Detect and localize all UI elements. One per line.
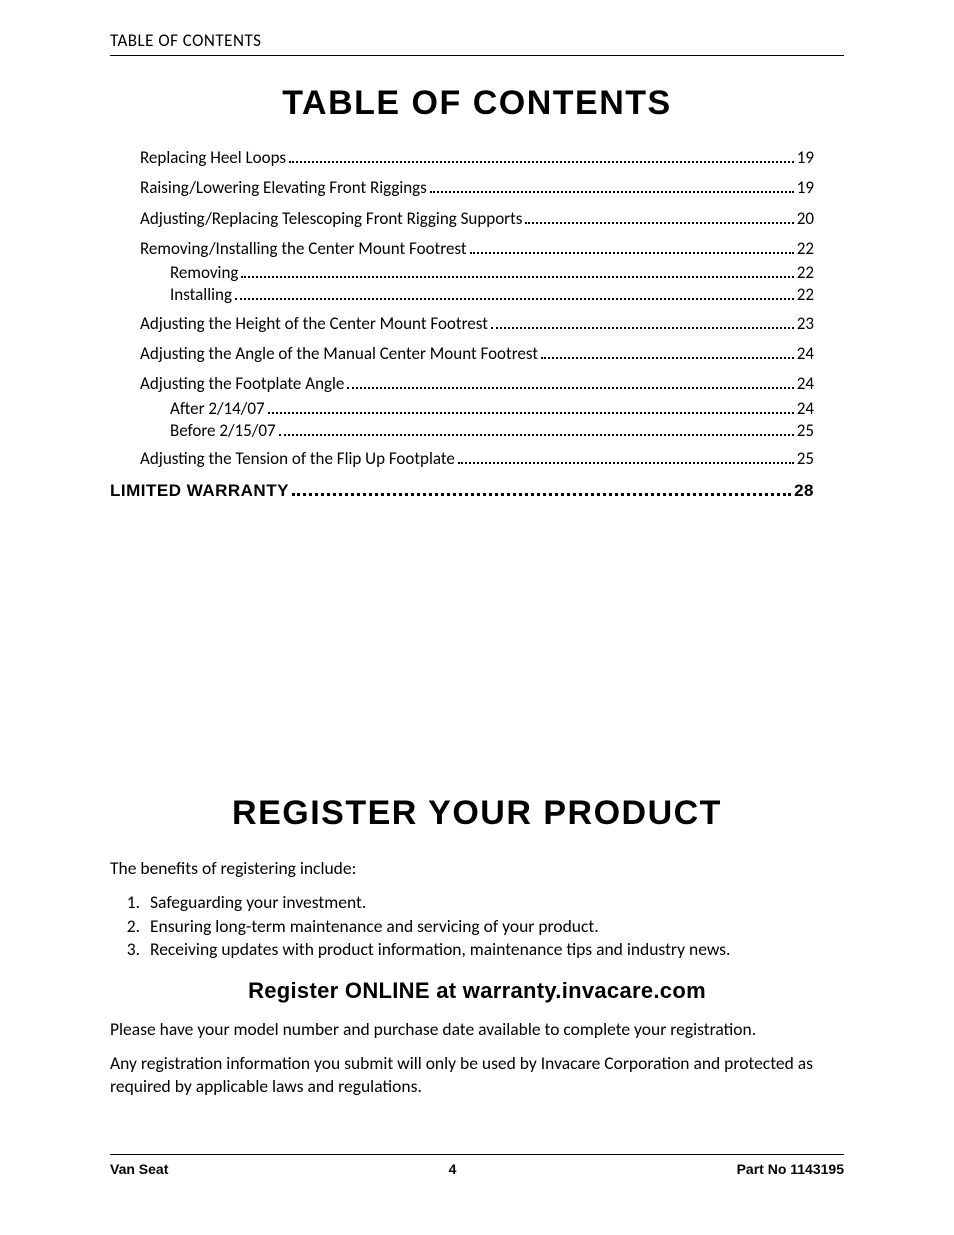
toc-entry-label: Removing: [170, 262, 238, 284]
footer-right: Part No 1143195: [737, 1161, 844, 1177]
toc-entry-label: Replacing Heel Loops: [140, 145, 286, 171]
toc-leader: [289, 161, 794, 163]
toc-entry-label: Raising/Lowering Elevating Front Rigging…: [140, 175, 427, 201]
toc-entry-label: Adjusting the Angle of the Manual Center…: [140, 341, 538, 367]
toc-leader: [458, 462, 794, 464]
toc-leader: [525, 222, 793, 224]
register-p1: Please have your model number and purcha…: [110, 1018, 844, 1042]
toc-leader: [470, 252, 794, 254]
toc-leader: [279, 434, 794, 436]
toc-leader: [241, 276, 793, 278]
toc-entry-page: 25: [797, 446, 814, 472]
register-p2: Any registration information you submit …: [110, 1052, 844, 1099]
toc-entry-page: 22: [797, 236, 814, 262]
page-title-register: REGISTER YOUR PRODUCT: [110, 794, 844, 833]
register-subhead: Register ONLINE at warranty.invacare.com: [110, 978, 844, 1004]
page-title-toc: TABLE OF CONTENTS: [110, 84, 844, 123]
register-benefits-list: Safeguarding your investment.Ensuring lo…: [130, 891, 844, 962]
toc-leader: [541, 357, 794, 359]
toc-entry-page: 19: [797, 175, 814, 201]
toc-leader: [347, 387, 793, 389]
toc-entry: Replacing Heel Loops 19: [140, 145, 814, 171]
footer-center: 4: [449, 1161, 457, 1177]
toc-entry-label: Before 2/15/07: [170, 420, 276, 442]
toc-leader: [268, 412, 794, 414]
toc-entry-page: 24: [797, 371, 814, 397]
toc-entry: Adjusting the Height of the Center Mount…: [140, 311, 814, 337]
register-intro: The benefits of registering include:: [110, 857, 844, 881]
toc-entry: LIMITED WARRANTY 28: [110, 478, 814, 504]
toc-entry-label: Removing/Installing the Center Mount Foo…: [140, 236, 467, 262]
toc-entry-page: 22: [797, 284, 814, 306]
register-benefit-item: Ensuring long-term maintenance and servi…: [144, 915, 844, 939]
toc-entry: Adjusting the Tension of the Flip Up Foo…: [140, 446, 814, 472]
running-header: TABLE OF CONTENTS: [110, 30, 844, 56]
toc-leader: [235, 298, 794, 300]
toc-entry-page: 28: [794, 478, 814, 504]
toc-entry: Before 2/15/07 25: [170, 420, 814, 442]
toc-leader: [491, 327, 794, 329]
toc-entry-page: 22: [797, 262, 814, 284]
toc-entry-label: LIMITED WARRANTY: [110, 478, 289, 504]
toc-entry-label: Adjusting the Height of the Center Mount…: [140, 311, 488, 337]
toc-entry-label: Adjusting the Tension of the Flip Up Foo…: [140, 446, 455, 472]
toc-entry-label: After 2/14/07: [170, 398, 265, 420]
footer-left: Van Seat: [110, 1161, 168, 1177]
toc-entry: Raising/Lowering Elevating Front Rigging…: [140, 175, 814, 201]
toc-entry-label: Adjusting/Replacing Telescoping Front Ri…: [140, 206, 522, 232]
toc-entry-page: 20: [797, 206, 814, 232]
register-benefit-item: Safeguarding your investment.: [144, 891, 844, 915]
toc-entry: Removing 22: [170, 262, 814, 284]
toc-list: Replacing Heel Loops 19 Raising/Lowering E…: [140, 145, 814, 504]
toc-entry: Adjusting the Footplate Angle 24: [140, 371, 814, 397]
toc-entry-page: 24: [797, 341, 814, 367]
toc-entry-page: 23: [797, 311, 814, 337]
toc-leader: [430, 191, 794, 193]
toc-entry-page: 25: [797, 420, 814, 442]
toc-entry-label: Installing: [170, 284, 232, 306]
toc-entry: Adjusting the Angle of the Manual Center…: [140, 341, 814, 367]
toc-entry: Adjusting/Replacing Telescoping Front Ri…: [140, 206, 814, 232]
toc-entry: Installing 22: [170, 284, 814, 306]
page-footer: Van Seat 4 Part No 1143195: [110, 1154, 844, 1177]
toc-entry: After 2/14/07 24: [170, 398, 814, 420]
toc-entry-page: 24: [797, 398, 814, 420]
toc-entry: Removing/Installing the Center Mount Foo…: [140, 236, 814, 262]
toc-leader: [292, 493, 791, 496]
toc-entry-page: 19: [797, 145, 814, 171]
register-benefit-item: Receiving updates with product informati…: [144, 938, 844, 962]
toc-entry-label: Adjusting the Footplate Angle: [140, 371, 344, 397]
